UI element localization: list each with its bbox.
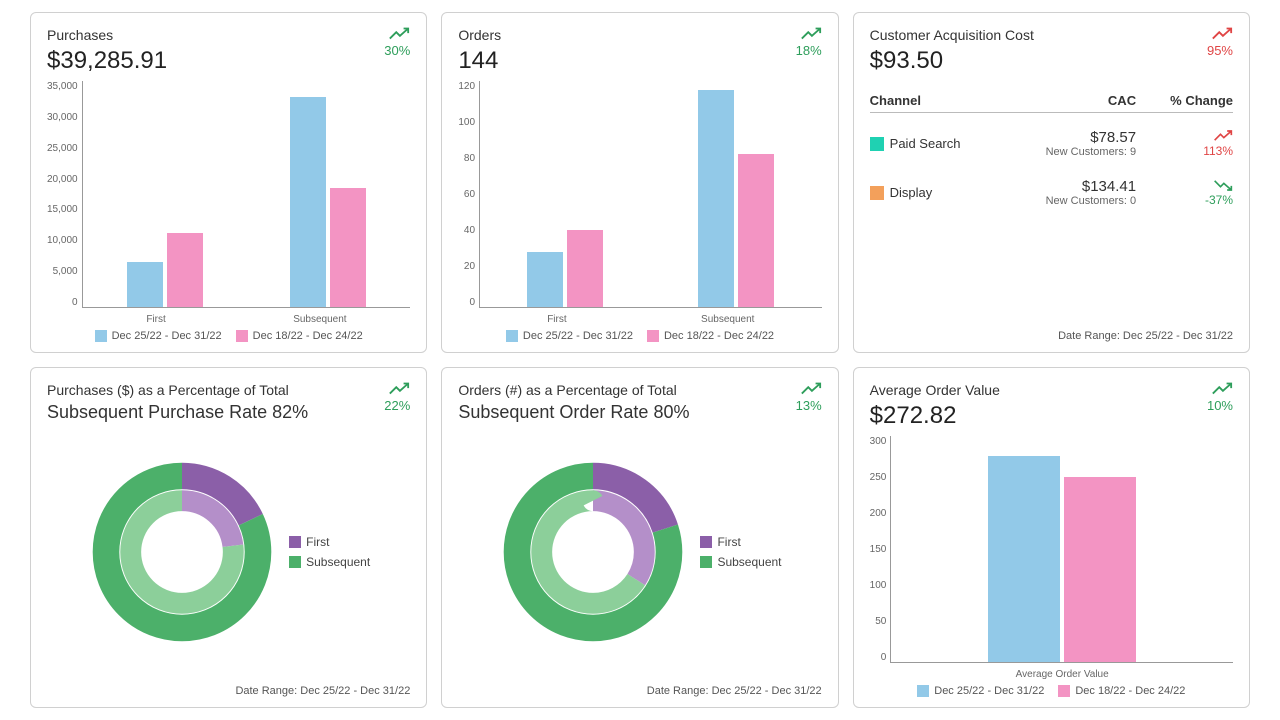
- order-pct-footer: Date Range: Dec 25/22 - Dec 31/22: [458, 685, 821, 697]
- aov-chart: 300250200150100500Average Order Value: [870, 436, 1233, 681]
- aov-title: Average Order Value: [870, 382, 1000, 398]
- orders-value: 144: [458, 47, 501, 75]
- cac-delta-pct: 95%: [1207, 43, 1233, 58]
- cac-delta: 95%: [1207, 27, 1233, 58]
- trend-up-icon: [800, 382, 822, 396]
- purchase-pct-donut: FirstSubsequent: [47, 423, 410, 681]
- order-pct-delta-pct: 13%: [796, 398, 822, 413]
- cac-footer: Date Range: Dec 25/22 - Dec 31/22: [870, 330, 1233, 342]
- orders-delta: 18%: [796, 27, 822, 58]
- cac-col-change: % Change: [1136, 93, 1233, 113]
- purchases-delta-pct: 30%: [384, 43, 410, 58]
- legend-b: Dec 18/22 - Dec 24/22: [1075, 685, 1185, 697]
- trend-up-icon: [388, 27, 410, 41]
- card-purchases: Purchases $39,285.91 30% 35,00030,00025,…: [30, 12, 427, 353]
- purchases-legend: Dec 25/22 - Dec 31/22 Dec 18/22 - Dec 24…: [47, 330, 410, 342]
- purchase-pct-footer: Date Range: Dec 25/22 - Dec 31/22: [47, 685, 410, 697]
- card-order-pct: Orders (#) as a Percentage of Total Subs…: [441, 367, 838, 708]
- cac-col-channel: Channel: [870, 93, 1015, 113]
- aov-legend: Dec 25/22 - Dec 31/22 Dec 18/22 - Dec 24…: [870, 685, 1233, 697]
- order-pct-delta: 13%: [796, 382, 822, 413]
- cac-row: Display$134.41New Customers: 0-37%: [870, 168, 1233, 217]
- cac-col-cac: CAC: [1015, 93, 1136, 113]
- legend-a: Dec 25/22 - Dec 31/22: [934, 685, 1044, 697]
- aov-value: $272.82: [870, 402, 1000, 430]
- cac-table: Channel CAC % Change Paid Search$78.57Ne…: [870, 93, 1233, 217]
- purchase-pct-delta: 22%: [384, 382, 410, 413]
- order-pct-title: Orders (#) as a Percentage of Total: [458, 382, 689, 398]
- trend-up-icon: [1211, 27, 1233, 41]
- purchases-chart: 35,00030,00025,00020,00015,00010,0005,00…: [47, 81, 410, 326]
- purchase-pct-title: Purchases ($) as a Percentage of Total: [47, 382, 308, 398]
- orders-legend: Dec 25/22 - Dec 31/22 Dec 18/22 - Dec 24…: [458, 330, 821, 342]
- legend-b: Dec 18/22 - Dec 24/22: [664, 330, 774, 342]
- cac-value: $93.50: [870, 47, 1034, 75]
- purchase-pct-delta-pct: 22%: [384, 398, 410, 413]
- order-pct-donut: FirstSubsequent: [458, 423, 821, 681]
- cac-title: Customer Acquisition Cost: [870, 27, 1034, 43]
- purchases-title: Purchases: [47, 27, 167, 43]
- card-orders: Orders 144 18% 120100806040200FirstSubse…: [441, 12, 838, 353]
- trend-up-icon: [388, 382, 410, 396]
- purchase-pct-sub: Subsequent Purchase Rate 82%: [47, 402, 308, 423]
- purchases-delta: 30%: [384, 27, 410, 58]
- purchases-value: $39,285.91: [47, 47, 167, 75]
- trend-up-icon: [800, 27, 822, 41]
- dashboard-grid: Purchases $39,285.91 30% 35,00030,00025,…: [30, 12, 1250, 708]
- legend-a: Dec 25/22 - Dec 31/22: [112, 330, 222, 342]
- card-cac: Customer Acquisition Cost $93.50 95% Cha…: [853, 12, 1250, 353]
- aov-delta: 10%: [1207, 382, 1233, 413]
- trend-up-icon: [1211, 382, 1233, 396]
- orders-delta-pct: 18%: [796, 43, 822, 58]
- cac-row: Paid Search$78.57New Customers: 9113%: [870, 119, 1233, 168]
- card-aov: Average Order Value $272.82 10% 30025020…: [853, 367, 1250, 708]
- orders-title: Orders: [458, 27, 501, 43]
- legend-a: Dec 25/22 - Dec 31/22: [523, 330, 633, 342]
- card-purchase-pct: Purchases ($) as a Percentage of Total S…: [30, 367, 427, 708]
- orders-chart: 120100806040200FirstSubsequent: [458, 81, 821, 326]
- order-pct-sub: Subsequent Order Rate 80%: [458, 402, 689, 423]
- legend-b: Dec 18/22 - Dec 24/22: [253, 330, 363, 342]
- aov-delta-pct: 10%: [1207, 398, 1233, 413]
